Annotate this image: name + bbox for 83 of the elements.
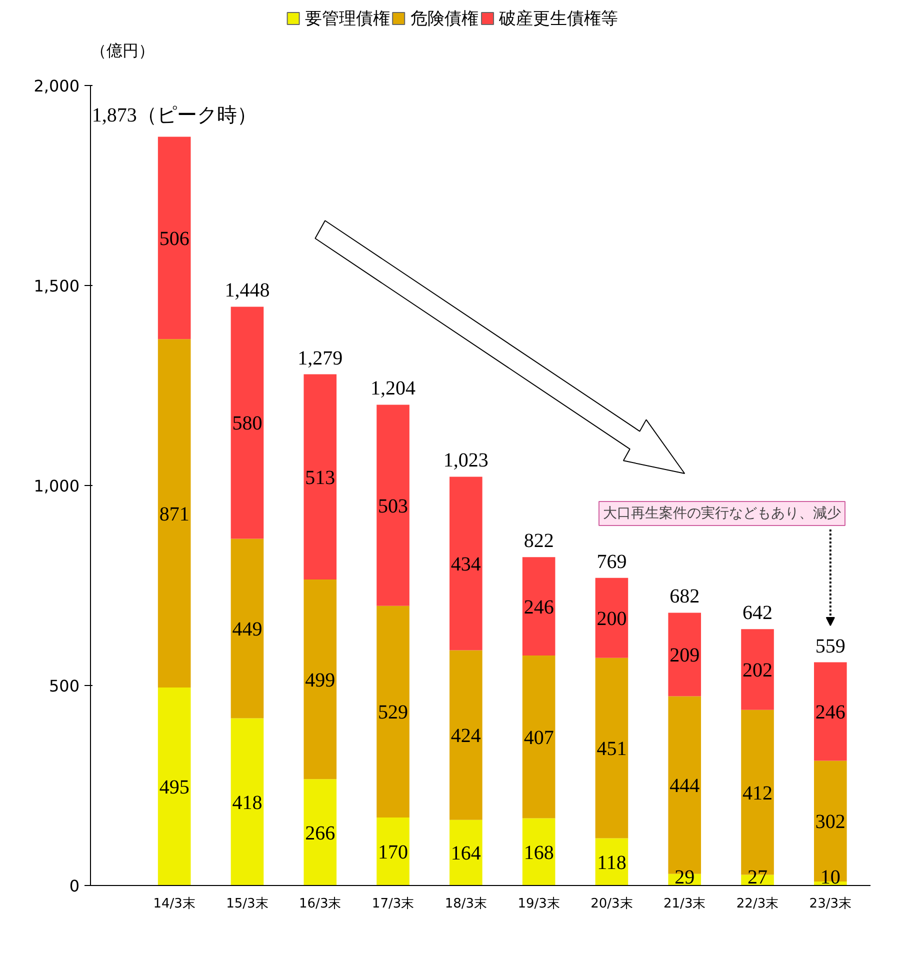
bar <box>158 339 191 688</box>
bar <box>522 818 556 886</box>
bar <box>376 818 410 886</box>
data-label: 434 <box>450 554 481 576</box>
bar <box>450 820 482 886</box>
legend-label: 危険債権 <box>410 9 478 28</box>
data-label: 499 <box>305 669 336 692</box>
total-label: 1,023 <box>443 450 488 472</box>
data-label: 168 <box>524 842 554 864</box>
x-tick-label: 22/3末 <box>736 896 779 912</box>
bar <box>522 656 556 818</box>
x-tick-label: 15/3末 <box>226 896 268 912</box>
y-tick-label: 2,000 <box>34 76 80 96</box>
data-label: 506 <box>159 228 190 250</box>
data-label: 202 <box>742 660 773 682</box>
bar <box>814 662 847 761</box>
data-label: 424 <box>450 725 481 748</box>
total-label: 1,279 <box>298 347 343 370</box>
data-label: 412 <box>742 782 773 804</box>
x-tick-label: 23/3末 <box>809 896 852 912</box>
y-axis-title: （億円） <box>90 42 154 60</box>
y-tick-label: 1,500 <box>34 276 80 296</box>
bar <box>450 476 482 650</box>
total-label: 769 <box>596 550 627 573</box>
data-label: 444 <box>670 775 700 798</box>
data-label: 495 <box>159 776 190 798</box>
bar <box>595 658 628 838</box>
x-tick-label: 17/3末 <box>372 896 414 912</box>
bar <box>595 578 628 658</box>
data-label: 418 <box>232 792 262 814</box>
data-label: 170 <box>378 842 408 864</box>
bar <box>376 606 410 818</box>
y-tick-label: 0 <box>69 876 80 896</box>
bar <box>230 718 264 886</box>
bar <box>450 650 482 820</box>
data-label: 27 <box>748 866 768 888</box>
bar <box>376 404 410 606</box>
data-label: 513 <box>305 466 336 489</box>
data-label: 529 <box>378 702 408 724</box>
total-label: 1,448 <box>224 280 270 302</box>
x-tick-label: 18/3末 <box>444 896 488 912</box>
bar <box>741 629 774 710</box>
data-label: 407 <box>524 726 554 749</box>
bar <box>668 612 702 696</box>
bar <box>230 538 264 718</box>
x-tick-label: 20/3末 <box>590 896 633 912</box>
x-tick-label: 21/3末 <box>664 896 706 912</box>
total-label: 642 <box>742 602 773 624</box>
legend-label: 破産更生債権等 <box>498 9 618 28</box>
bar <box>230 306 264 539</box>
bar <box>304 374 337 580</box>
data-label: 29 <box>674 866 695 888</box>
annotation: 大口再生案件の実行などもあり、減少 <box>602 504 841 522</box>
bar <box>304 779 337 886</box>
total-label: 1,873（ピーク時） <box>92 104 257 127</box>
legend-label: 要管理債権 <box>305 9 390 28</box>
x-tick-label: 14/3末 <box>153 896 196 912</box>
data-label: 580 <box>232 412 262 435</box>
data-label: 449 <box>232 618 262 640</box>
data-label: 302 <box>815 811 846 834</box>
data-label: 164 <box>450 842 481 865</box>
data-label: 871 <box>159 503 190 526</box>
data-label: 10 <box>820 866 840 888</box>
bar <box>158 688 191 886</box>
data-label: 200 <box>596 608 627 630</box>
data-label: 246 <box>815 702 846 724</box>
total-label: 682 <box>670 586 700 608</box>
y-tick-label: 1,000 <box>34 476 80 496</box>
total-label: 822 <box>524 530 554 552</box>
data-label: 118 <box>597 852 626 874</box>
x-tick-label: 19/3末 <box>518 896 560 912</box>
total-label: 559 <box>815 635 846 658</box>
data-label: 209 <box>670 644 700 666</box>
bar <box>522 557 556 656</box>
data-label: 451 <box>596 738 627 760</box>
bar <box>304 580 337 780</box>
y-tick-label: 500 <box>48 676 80 696</box>
data-label: 503 <box>378 495 408 518</box>
data-label: 246 <box>524 596 554 618</box>
x-tick-label: 16/3末 <box>299 896 342 912</box>
bar <box>158 136 191 340</box>
total-label: 1,204 <box>370 378 416 400</box>
data-label: 266 <box>305 822 336 844</box>
